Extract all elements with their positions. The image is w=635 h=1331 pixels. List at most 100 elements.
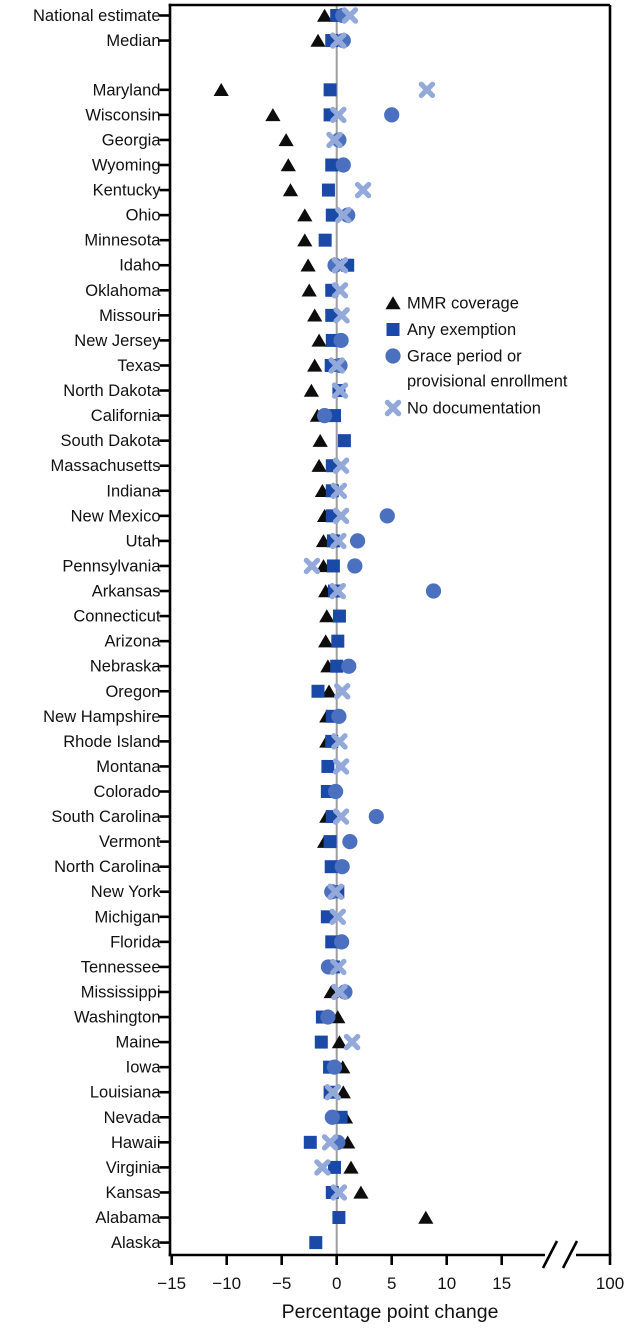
marker-nodoc-x [334,683,351,700]
marker-exemption-square [323,83,337,97]
marker-grace-circle [347,558,363,574]
row-label: Utah [126,532,161,550]
marker-grace-circle [328,783,344,800]
marker-mmr-triangle [307,308,323,322]
marker-mmr-triangle [331,1035,348,1049]
marker-nodoc-x [331,733,348,750]
row-label: Arizona [105,633,162,651]
x-tick-label: 5 [387,1274,396,1293]
marker-nodoc-x [335,206,352,224]
row-label: Virginia [106,1159,162,1177]
row-label: Wisconsin [85,106,160,124]
marker-exemption-square [337,434,351,448]
row-label: Indiana [106,482,161,500]
marker-nodoc-x [354,181,372,199]
marker-nodoc-x [330,1184,348,1201]
marker-nodoc-x [314,1159,331,1176]
marker-nodoc-x [327,883,344,900]
marker-mmr-triangle [307,358,323,372]
row-label: South Dakota [61,432,162,450]
x-axis-ticks [170,1255,612,1265]
marker-mmr-triangle [213,83,229,97]
marker-exemption-square [321,183,335,197]
marker-nodoc-x [330,958,347,976]
marker-nodoc-x [333,307,350,324]
row-label: Oregon [105,683,160,701]
row-label: Hawaii [111,1134,161,1152]
row-label: Connecticut [73,608,161,626]
row-label: South Carolina [51,808,161,826]
marker-mmr-triangle [343,1160,359,1174]
marker-nodoc-x [332,457,350,474]
row-label: Michigan [94,908,160,926]
legend-mmr-triangle-icon [385,296,401,310]
marker-exemption-square [332,609,346,623]
x-tick-label: 100 [596,1274,624,1293]
row-label: Arkansas [92,583,161,601]
row-label: Tennessee [81,958,161,976]
marker-nodoc-x [331,282,349,299]
row-label: Mississippi [81,983,161,1001]
marker-exemption-square [318,233,332,247]
marker-grace-circle [425,583,442,599]
marker-mmr-triangle [321,684,337,698]
marker-grace-circle [333,332,349,349]
marker-mmr-triangle [265,108,281,122]
row-label: Idaho [119,257,160,275]
marker-mmr-triangle [312,433,328,447]
row-label: Washington [74,1009,161,1027]
x-axis-tick-labels: −15 −10 −5 0 5 10 15 100 [157,1274,624,1293]
legend: MMR coverage Any exemption Grace period … [384,295,568,418]
marker-mmr-triangle [301,283,317,297]
marker-grace-circle [379,508,395,524]
row-label: North Carolina [54,858,161,876]
marker-grace-circle [334,859,350,875]
row-label: Maine [116,1034,161,1052]
row-label: Georgia [102,131,162,149]
row-label: North Dakota [63,382,161,400]
marker-nodoc-x [330,532,347,550]
marker-exemption-square [314,1035,328,1049]
marker-mmr-triangle [318,634,334,648]
row-label: Minnesota [84,232,161,250]
row-label: Florida [110,933,161,951]
marker-grace-circle [317,408,333,424]
marker-grace-circle [350,533,366,549]
marker-mmr-triangle [282,183,299,197]
plot-frame [168,3,612,1269]
marker-grace-circle [331,708,347,724]
legend-label-grace-period-line1: Grace period or [407,348,522,366]
x-tick-label: −10 [212,1274,241,1293]
marker-exemption-square [311,684,325,698]
marker-exemption-square [323,835,337,849]
marker-grace-circle [342,834,358,850]
marker-exemption-square [309,1236,323,1250]
marker-mmr-triangle [317,8,333,22]
row-label: Kentucky [93,182,162,200]
marker-mmr-triangle [418,1210,434,1224]
marker-nodoc-x [326,131,343,149]
legend-grace-circle-icon [385,348,401,364]
row-label: Louisiana [90,1084,161,1102]
marker-nodoc-x [332,507,350,525]
marker-mmr-triangle [278,133,294,147]
marker-grace-circle [341,658,357,674]
marker-nodoc-x [330,482,348,499]
row-label: Ohio [126,207,161,225]
marker-mmr-triangle [319,609,335,623]
marker-exemption-square [320,910,334,924]
marker-nodoc-x [328,357,345,374]
row-label: Alabama [95,1209,161,1227]
row-label: Alaska [111,1234,161,1252]
marker-nodoc-x [329,908,346,925]
marker-exemption-square [325,208,339,222]
marker-nodoc-x [330,32,347,49]
marker-mmr-triangle [311,458,327,472]
marker-grace-circle [326,1059,343,1075]
marker-grace-circle [384,107,400,123]
row-label: Rhode Island [63,733,160,751]
marker-exemption-square [326,559,340,573]
marker-nodoc-x [324,1084,342,1101]
row-label: Maryland [93,81,161,99]
